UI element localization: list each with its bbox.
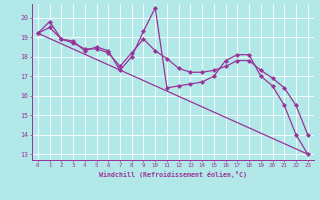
X-axis label: Windchill (Refroidissement éolien,°C): Windchill (Refroidissement éolien,°C) <box>99 171 247 178</box>
